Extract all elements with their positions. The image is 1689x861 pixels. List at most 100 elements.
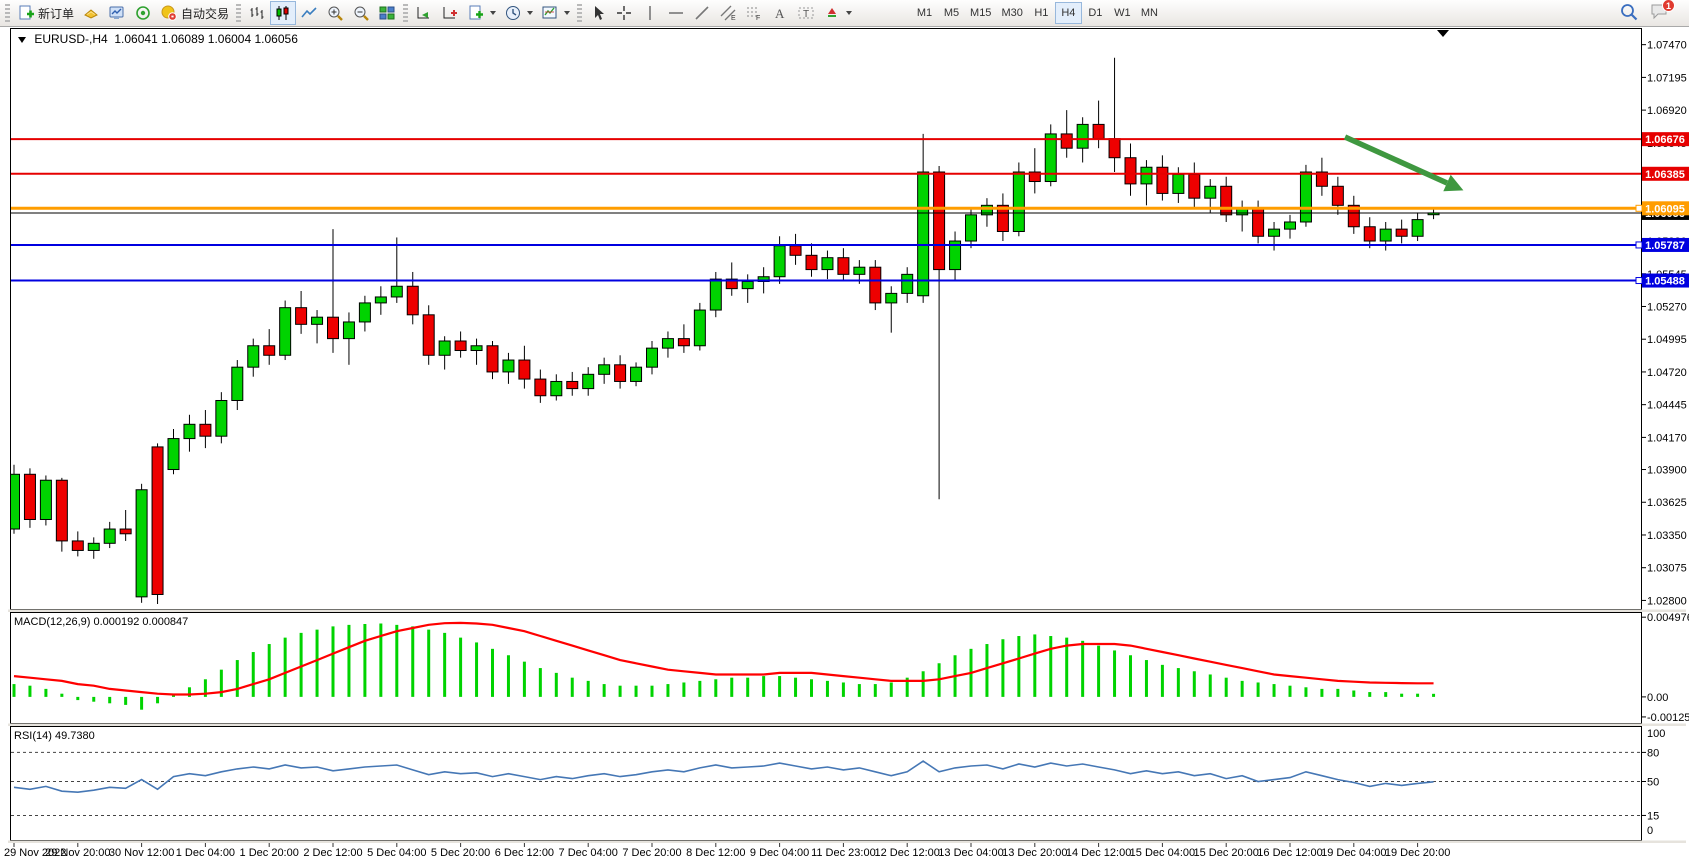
time-tick-label: 7 Dec 04:00 bbox=[559, 847, 618, 859]
line-chart-icon bbox=[301, 7, 317, 18]
trendline-tool-button[interactable] bbox=[689, 1, 715, 25]
line-handle[interactable] bbox=[1635, 204, 1643, 212]
trend-arrow-head bbox=[1443, 174, 1464, 192]
pane-splitter[interactable] bbox=[8, 609, 1686, 613]
candle-body bbox=[55, 479, 68, 542]
text-label-tool-button[interactable]: T bbox=[793, 1, 819, 25]
timeframe-button-m15[interactable]: M15 bbox=[965, 2, 996, 24]
candle-body bbox=[1044, 133, 1057, 183]
candle-body bbox=[821, 257, 834, 271]
tile-windows-button[interactable] bbox=[374, 1, 400, 25]
candle-body bbox=[199, 423, 212, 437]
horizontal-line-icon bbox=[669, 12, 684, 14]
pane-splitter[interactable] bbox=[8, 723, 1686, 727]
line-handle[interactable] bbox=[1635, 277, 1643, 285]
vertical-line-tool-button[interactable] bbox=[637, 1, 663, 25]
fibonacci-tool-button[interactable]: F bbox=[741, 1, 767, 25]
toolbar-grip[interactable] bbox=[236, 4, 242, 22]
text-tool-button[interactable]: A bbox=[767, 1, 793, 25]
periods-dropdown-button[interactable] bbox=[500, 1, 537, 25]
add-indicator-button[interactable] bbox=[437, 1, 463, 25]
rsi-tick-label: 80 bbox=[1647, 747, 1659, 759]
crosshair-tool-button[interactable] bbox=[611, 1, 637, 25]
timeframe-group: M1 M5 M15 M30 H1 H4 D1 W1 MN bbox=[911, 2, 1163, 24]
zoom-in-button[interactable] bbox=[322, 1, 348, 25]
candle-body bbox=[454, 340, 467, 352]
time-tick-label: 1 Dec 04:00 bbox=[176, 847, 235, 859]
candle-body bbox=[342, 321, 355, 340]
bar-chart-button[interactable] bbox=[244, 1, 270, 25]
candlestick-chart-button[interactable] bbox=[270, 1, 297, 25]
price-tick-label: 1.03350 bbox=[1647, 530, 1687, 542]
candle-body bbox=[773, 245, 786, 278]
time-tick-label: 13 Dec 04:00 bbox=[938, 847, 1003, 859]
notifications-button[interactable]: 1 bbox=[1649, 0, 1675, 23]
candle-body bbox=[486, 345, 499, 373]
chart-canvas[interactable]: 1.074701.071951.069201.066451.063701.060… bbox=[0, 27, 1689, 861]
candle-body bbox=[1156, 166, 1169, 194]
candle-body bbox=[1315, 171, 1328, 187]
clock-icon bbox=[506, 6, 521, 20]
auto-trading-button[interactable]: 自动交易 bbox=[156, 1, 233, 25]
search-icon[interactable] bbox=[1619, 2, 1639, 22]
price-badge-label: 1.05787 bbox=[1645, 240, 1685, 252]
price-tick-label: 1.02800 bbox=[1647, 595, 1687, 607]
line-chart-button[interactable] bbox=[296, 1, 322, 25]
candle-body bbox=[1379, 228, 1392, 242]
candle-body bbox=[630, 366, 643, 382]
timeframe-button-h1[interactable]: H1 bbox=[1028, 2, 1055, 24]
equidistant-channel-tool-button[interactable]: E bbox=[715, 1, 741, 25]
gold-icon bbox=[84, 9, 98, 19]
candle-body bbox=[1188, 173, 1201, 199]
rsi-bound-label: 100 bbox=[1647, 728, 1665, 740]
new-order-button[interactable]: 新订单 bbox=[13, 1, 78, 25]
timeframe-button-m5[interactable]: M5 bbox=[938, 2, 965, 24]
indicators-button[interactable] bbox=[411, 1, 437, 25]
candle-body bbox=[23, 473, 36, 521]
chart-window-button[interactable] bbox=[104, 1, 130, 25]
price-badge-label: 1.06385 bbox=[1645, 169, 1685, 181]
signals-button[interactable] bbox=[130, 1, 156, 25]
trend-arrow-annotation[interactable] bbox=[1343, 134, 1449, 186]
candle-body bbox=[1140, 166, 1153, 185]
arrows-dropdown-button[interactable] bbox=[819, 1, 856, 25]
collapse-triangle-icon[interactable] bbox=[18, 37, 26, 43]
zoom-out-button[interactable] bbox=[348, 1, 374, 25]
timeframe-button-m30[interactable]: M30 bbox=[996, 2, 1027, 24]
svg-text:F: F bbox=[756, 15, 760, 22]
candle-body bbox=[1108, 138, 1121, 159]
market-watch-button[interactable] bbox=[78, 1, 104, 25]
time-tick-label: 19 Dec 20:00 bbox=[1385, 847, 1450, 859]
new-order-icon bbox=[19, 5, 34, 20]
timeframe-button-h4[interactable]: H4 bbox=[1054, 2, 1082, 24]
auto-trading-icon bbox=[161, 5, 177, 21]
cursor-icon bbox=[595, 6, 605, 20]
symbol-period-label: EURUSD-,H4 bbox=[34, 32, 108, 46]
candle-body bbox=[1299, 171, 1312, 223]
time-tick-label: 29 Nov 2022 bbox=[4, 847, 66, 859]
toolbar-grip[interactable] bbox=[403, 4, 409, 22]
timeframe-button-mn[interactable]: MN bbox=[1136, 2, 1163, 24]
candle-body bbox=[518, 359, 531, 380]
time-tick-label: 15 Dec 20:00 bbox=[1193, 847, 1258, 859]
line-handle[interactable] bbox=[1635, 241, 1643, 249]
chart-shift-marker-icon[interactable] bbox=[1437, 30, 1449, 37]
toolbar-grip[interactable] bbox=[577, 4, 583, 22]
horizontal-line-tool-button[interactable] bbox=[663, 1, 689, 25]
new-chart-dropdown-button[interactable] bbox=[463, 1, 500, 25]
timeframe-button-m1[interactable]: M1 bbox=[911, 2, 938, 24]
ohlc-values-label: 1.06041 1.06089 1.06004 1.06056 bbox=[114, 32, 298, 46]
templates-dropdown-button[interactable] bbox=[537, 1, 574, 25]
candle-body bbox=[901, 273, 914, 294]
toolbar-grip[interactable] bbox=[5, 4, 10, 22]
cursor-tool-button[interactable] bbox=[585, 1, 611, 25]
chart-title: EURUSD-,H4 1.06041 1.06089 1.06004 1.060… bbox=[18, 32, 298, 46]
timeframe-button-w1[interactable]: W1 bbox=[1109, 2, 1136, 24]
chevron-down-icon bbox=[564, 11, 571, 15]
candle-body bbox=[11, 473, 20, 530]
candle-body bbox=[1284, 221, 1296, 230]
pane-splitter[interactable] bbox=[8, 840, 1686, 844]
candlestick-chart-icon bbox=[276, 6, 289, 20]
timeframe-button-d1[interactable]: D1 bbox=[1082, 2, 1109, 24]
candle-body bbox=[1331, 185, 1344, 206]
